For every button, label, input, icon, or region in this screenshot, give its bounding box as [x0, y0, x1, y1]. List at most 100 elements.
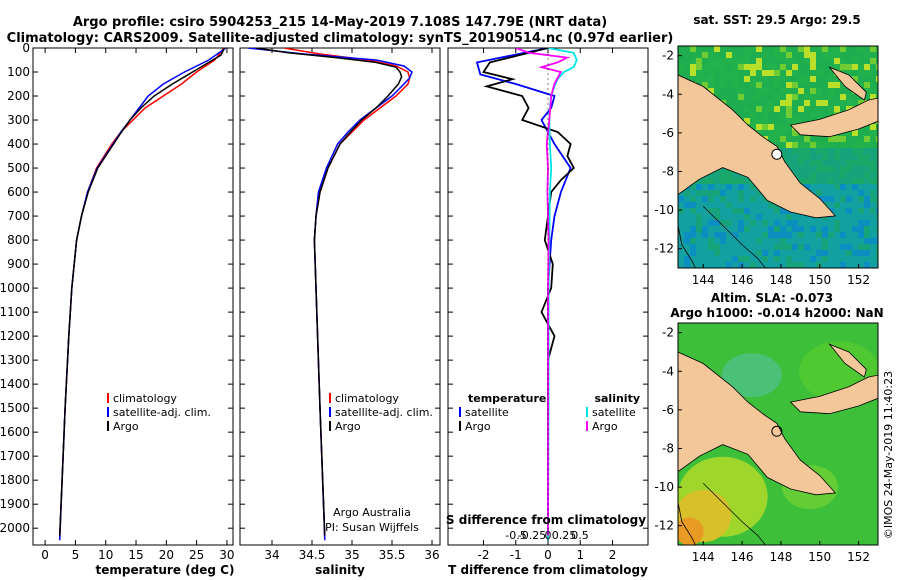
sst-pixel: [876, 220, 878, 226]
sst-pixel: [798, 70, 804, 76]
sst-pixel: [702, 262, 708, 268]
sst-pixel: [810, 154, 816, 160]
sst-pixel: [744, 214, 750, 220]
sst-pixel: [774, 100, 780, 106]
sst-pixel: [708, 88, 714, 94]
sst-pixel: [714, 172, 720, 178]
sst-pixel: [864, 94, 870, 100]
sst-pixel: [744, 70, 750, 76]
sst-pixel: [876, 154, 878, 160]
sst-pixel: [684, 190, 690, 196]
sst-pixel: [810, 46, 816, 52]
sst-pixel: [786, 136, 792, 142]
sst-pixel: [738, 196, 744, 202]
sst-pixel: [858, 52, 864, 58]
sst-pixel: [834, 250, 840, 256]
sst-pixel: [846, 220, 852, 226]
sst-pixel: [852, 250, 858, 256]
sst-pixel: [810, 82, 816, 88]
sst-pixel: [864, 262, 870, 268]
sst-pixel: [696, 250, 702, 256]
sst-pixel: [762, 70, 768, 76]
sst-pixel: [780, 238, 786, 244]
sst-pixel: [768, 94, 774, 100]
sst-pixel: [708, 250, 714, 256]
sst-pixel: [840, 142, 846, 148]
sst-pixel: [684, 262, 690, 268]
sst-pixel: [678, 52, 684, 58]
sst-pixel: [804, 226, 810, 232]
map-x-tick-label: 144: [692, 273, 715, 287]
sst-pixel: [792, 94, 798, 100]
sst-pixel: [774, 58, 780, 64]
sst-pixel: [846, 244, 852, 250]
sst-pixel: [798, 142, 804, 148]
sst-pixel: [696, 52, 702, 58]
sst-pixel: [738, 64, 744, 70]
sst-pixel: [858, 220, 864, 226]
sst-pixel: [792, 118, 798, 124]
sst-pixel: [738, 178, 744, 184]
sst-pixel: [726, 88, 732, 94]
sst-pixel: [720, 232, 726, 238]
sst-pixel: [870, 142, 876, 148]
sst-pixel: [732, 184, 738, 190]
sst-pixel: [822, 166, 828, 172]
difference-xlabel2: S difference from climatology: [446, 513, 646, 527]
sst-pixel: [792, 262, 798, 268]
sst-pixel: [786, 238, 792, 244]
sst-pixel: [798, 64, 804, 70]
sst-pixel: [732, 76, 738, 82]
sst-pixel: [840, 220, 846, 226]
sst-pixel: [858, 178, 864, 184]
sst-pixel: [732, 46, 738, 52]
sst-pixel: [720, 214, 726, 220]
sst-pixel: [804, 64, 810, 70]
sst-pixel: [690, 250, 696, 256]
sst-pixel: [732, 238, 738, 244]
sst-pixel: [834, 136, 840, 142]
sst-pixel: [732, 226, 738, 232]
sst-pixel: [756, 232, 762, 238]
sst-pixel: [786, 256, 792, 262]
sst-pixel: [750, 76, 756, 82]
sst-pixel: [840, 52, 846, 58]
sst-pixel: [816, 220, 822, 226]
sst-pixel: [876, 196, 878, 202]
sst-pixel: [870, 88, 876, 94]
sst-pixel: [774, 244, 780, 250]
sst-pixel: [696, 256, 702, 262]
sst-pixel: [696, 64, 702, 70]
sst-pixel: [750, 82, 756, 88]
sst-pixel: [708, 82, 714, 88]
sst-pixel: [816, 106, 822, 112]
sst-pixel: [840, 94, 846, 100]
sst-pixel: [852, 178, 858, 184]
depth-tick-label: 200: [7, 89, 30, 103]
sst-pixel: [756, 64, 762, 70]
x-tick-label: 5: [72, 548, 80, 562]
sst-pixel: [702, 64, 708, 70]
sst-pixel: [876, 184, 878, 190]
sst-pixel: [864, 148, 870, 154]
sst-pixel: [822, 58, 828, 64]
sst-pixel: [852, 52, 858, 58]
sst-pixel: [768, 76, 774, 82]
sst-pixel: [768, 232, 774, 238]
sst-pixel: [840, 196, 846, 202]
sst-pixel: [750, 202, 756, 208]
sst-pixel: [756, 100, 762, 106]
sst-pixel: [732, 220, 738, 226]
sst-pixel: [678, 226, 684, 232]
sst-pixel: [774, 256, 780, 262]
sst-pixel: [690, 256, 696, 262]
sst-pixel: [714, 202, 720, 208]
sst-pixel: [726, 196, 732, 202]
sst-pixel: [804, 136, 810, 142]
sst-pixel: [870, 178, 876, 184]
sst-pixel: [708, 244, 714, 250]
sst-pixel: [774, 232, 780, 238]
sst-pixel: [738, 184, 744, 190]
sst-pixel: [780, 208, 786, 214]
legend-label: Argo: [335, 420, 361, 433]
